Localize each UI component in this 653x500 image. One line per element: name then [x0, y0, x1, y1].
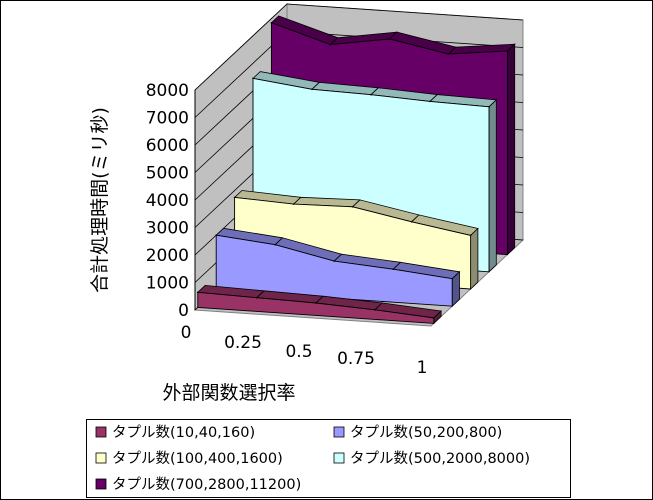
gridline [194, 3, 524, 91]
y-tick-label: 8000 [146, 81, 189, 101]
x-axis-ticks: 0 0.25 0.5 0.75 1 [181, 323, 428, 378]
legend-swatch [95, 426, 107, 438]
data-point [447, 53, 450, 55]
series-end-face [488, 98, 497, 273]
data-point [388, 38, 391, 40]
series-ribbon-0 [196, 284, 442, 325]
y-axis-title: 合計処理時間(ミリ秒) [89, 107, 111, 293]
data-point [197, 291, 199, 294]
y-tick-label: 4000 [146, 191, 189, 211]
data-point [233, 196, 236, 199]
y-tick-label: 1000 [146, 274, 189, 294]
legend-label: タプル数(500,2000,8000) [350, 450, 530, 467]
data-point [374, 309, 376, 311]
y-tick-label: 0 [178, 301, 189, 321]
legend-label: タプル数(50,200,800) [350, 424, 502, 441]
data-point [351, 206, 354, 208]
series-front-face [197, 291, 435, 324]
chart-series [196, 15, 516, 325]
data-point [469, 234, 472, 237]
legend-swatch [95, 478, 107, 490]
data-point [292, 203, 295, 205]
legend-label: タプル数(100,400,1600) [112, 450, 283, 467]
y-tick-label: 6000 [146, 136, 189, 156]
y-tick-label: 2000 [146, 246, 189, 266]
legend-label: タプル数(10,40,160) [112, 424, 255, 441]
data-point [315, 302, 317, 304]
data-point [392, 268, 395, 271]
series-ribbon-1 [215, 227, 461, 308]
legend: タプル数(10,40,160) タプル数(50,200,800) タプル数(100,… [95, 424, 530, 493]
y-axis-ticks: 0 1000 2000 3000 4000 5000 6000 7000 8000 [146, 81, 189, 321]
legend-item: タプル数(10,40,160) [95, 424, 255, 441]
series-end-face [470, 227, 479, 290]
legend-box [86, 419, 571, 498]
data-point [252, 77, 254, 80]
data-point [506, 50, 509, 52]
x-tick-label: 1 [417, 358, 428, 378]
data-point [433, 317, 435, 319]
series-end-face [506, 43, 516, 256]
data-point [488, 106, 490, 108]
data-point [215, 234, 217, 236]
x-tick-label: 0 [181, 323, 192, 343]
legend-item: タプル数(100,400,1600) [95, 450, 283, 467]
legend-item: タプル数(50,200,800) [333, 424, 502, 441]
legend-swatch [95, 452, 107, 464]
x-tick-label: 0.75 [337, 349, 375, 369]
y-tick-label: 7000 [146, 109, 189, 129]
data-point [451, 277, 454, 280]
data-point [274, 243, 277, 246]
x-tick-label: 0.25 [224, 333, 262, 353]
data-point [429, 100, 431, 103]
data-point [410, 221, 413, 223]
x-tick-label: 0.5 [285, 342, 312, 362]
legend-item: タプル数(500,2000,8000) [333, 450, 530, 467]
data-point [311, 88, 313, 91]
legend-swatch [333, 452, 345, 464]
y-tick-label: 3000 [146, 219, 189, 239]
y-tick-label: 5000 [146, 164, 189, 184]
legend-item: タプル数(700,2800,11200) [95, 476, 301, 493]
legend-swatch [333, 426, 345, 438]
data-point [329, 43, 332, 46]
legend-label: タプル数(700,2800,11200) [112, 476, 301, 493]
data-point [255, 296, 258, 299]
data-point [270, 21, 273, 24]
data-point [333, 260, 336, 262]
data-point [370, 93, 372, 96]
x-axis-title: 外部関数選択率 [162, 382, 295, 404]
